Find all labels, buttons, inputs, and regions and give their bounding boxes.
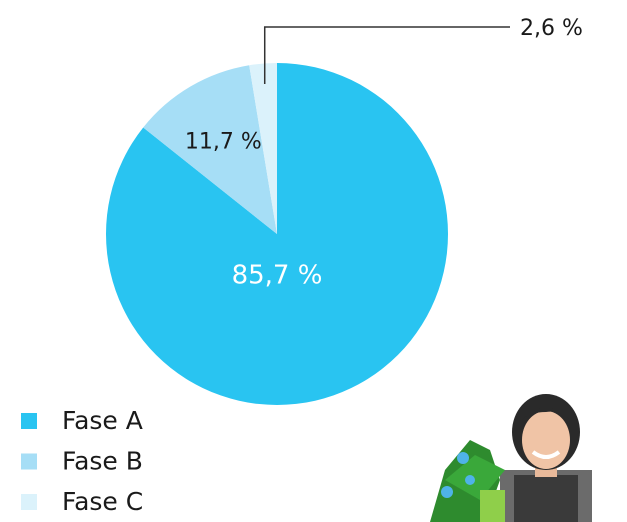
legend-label: Fase C bbox=[62, 487, 143, 516]
value-label: 85,7 % bbox=[232, 261, 323, 291]
legend-label: Fase A bbox=[62, 406, 143, 435]
chart: 85,7 % 11,7 % 2,6 % Fase A Fase B Fase C bbox=[0, 0, 627, 522]
value-label: 2,6 % bbox=[520, 16, 583, 41]
value-label: 11,7 % bbox=[185, 130, 262, 155]
illustration bbox=[430, 394, 592, 522]
legend-swatch bbox=[21, 454, 37, 470]
legend-label: Fase B bbox=[62, 447, 143, 476]
legend-swatch bbox=[21, 494, 37, 510]
legend-swatch bbox=[21, 413, 37, 429]
